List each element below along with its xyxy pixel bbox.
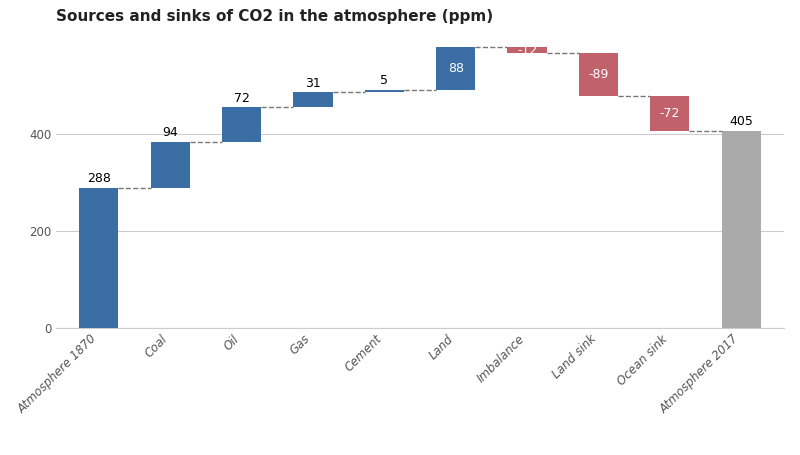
Text: -89: -89 [588,68,609,81]
Text: 88: 88 [448,62,464,75]
Text: 5: 5 [380,74,388,87]
Bar [79,188,118,328]
Text: 405: 405 [730,115,753,128]
Text: Sources and sinks of CO2 in the atmosphere (ppm): Sources and sinks of CO2 in the atmosphe… [56,9,493,24]
Text: 31: 31 [305,76,321,90]
Bar [722,131,761,328]
Bar [650,96,690,131]
Bar [436,47,475,90]
Text: 72: 72 [234,91,250,105]
Bar [507,47,546,53]
Bar [150,142,190,188]
Text: -12: -12 [517,44,537,57]
Bar [294,92,333,107]
Text: 94: 94 [162,126,178,140]
Bar [365,90,404,92]
Bar [579,53,618,96]
Text: 288: 288 [87,172,110,185]
Bar [222,107,261,142]
Text: -72: -72 [660,107,680,120]
